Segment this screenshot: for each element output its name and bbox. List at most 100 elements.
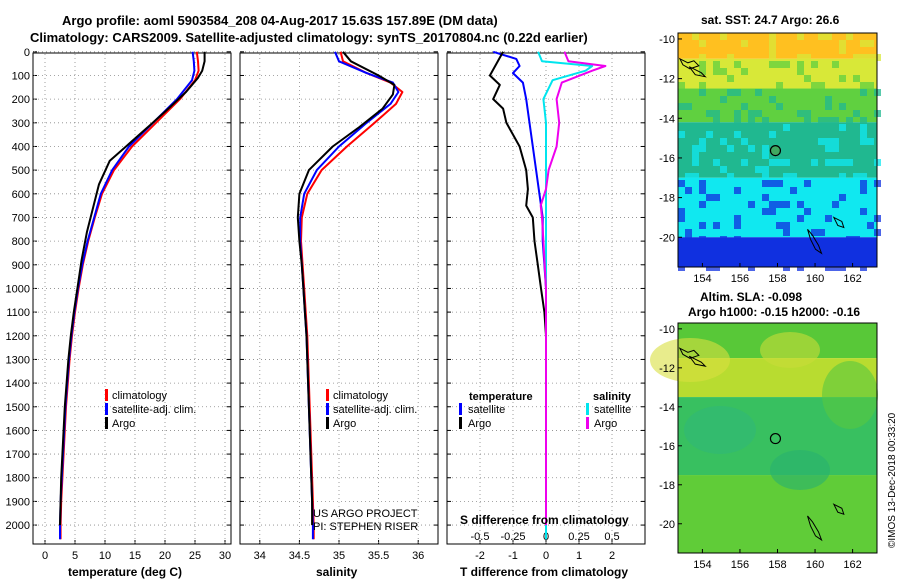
- heat-cell: [839, 124, 846, 131]
- legend-title-salinity: salinity: [593, 391, 632, 403]
- legend-swatch: [459, 403, 462, 415]
- sst-map-title: sat. SST: 24.7 Argo: 26.6: [701, 13, 840, 27]
- legend-swatch: [586, 403, 589, 415]
- heat-cell: [853, 75, 860, 82]
- heat-cell: [811, 61, 818, 68]
- heat-cell: [867, 40, 874, 47]
- coastline: [688, 355, 707, 367]
- sla-blob: [650, 338, 730, 382]
- heat-cell: [741, 138, 748, 145]
- heat-cell: [797, 215, 804, 222]
- x-tick-label: 34.5: [289, 550, 310, 562]
- heat-cell: [699, 138, 706, 145]
- map-y-tick-label: -18: [659, 193, 675, 205]
- heat-cell: [818, 138, 825, 145]
- heat-cell: [720, 138, 727, 145]
- heat-cell: [790, 187, 797, 194]
- heat-cell: [860, 180, 867, 187]
- legend-label: Argo: [594, 418, 617, 430]
- coastline: [678, 57, 700, 70]
- heat-cell: [762, 173, 769, 180]
- heat-cell: [804, 243, 811, 250]
- legend-label: satellite-adj. clim.: [112, 404, 196, 416]
- coastline: [678, 347, 700, 359]
- x-tick-label: 35.5: [368, 550, 389, 562]
- heat-cell: [846, 236, 853, 243]
- heat-cell: [797, 61, 804, 68]
- x-tick-label: 25: [189, 550, 201, 562]
- heat-cell: [727, 145, 734, 152]
- heat-cell: [804, 54, 811, 61]
- heat-cell: [839, 159, 846, 166]
- y-tick-label: 1900: [6, 496, 30, 508]
- heat-cell: [832, 250, 839, 257]
- legend-swatch: [105, 417, 108, 429]
- argo-position-marker: [769, 144, 782, 157]
- heat-cell: [692, 152, 699, 159]
- x-tick-label: 10: [99, 550, 111, 562]
- heat-cell: [860, 187, 867, 194]
- map-x-tick-label: 160: [806, 559, 824, 571]
- heat-cell: [860, 54, 867, 61]
- heat-cell: [755, 166, 762, 173]
- y-tick-label: 400: [12, 141, 30, 153]
- y-tick-label: 200: [12, 94, 30, 106]
- heat-cell: [853, 243, 860, 250]
- heat-cell: [853, 236, 860, 243]
- salinity-panel: 34 34.5 35 35.5 36 salinity climatology satel…: [239, 51, 439, 579]
- heat-cell: [797, 110, 804, 117]
- heat-cell: [797, 54, 804, 61]
- heat-cell: [734, 89, 741, 96]
- heat-cell: [685, 173, 692, 180]
- sst-map-frame: [677, 32, 878, 268]
- temperature-panel: 0100200300400500600700800900100011001200…: [6, 47, 232, 579]
- legend-label: climatology: [112, 390, 168, 402]
- heat-cell: [867, 82, 874, 89]
- map-y-tick-label: -14: [659, 402, 675, 414]
- heat-cell: [727, 54, 734, 61]
- y-tick-label: 1200: [6, 331, 30, 343]
- map-y-tick-label: -10: [659, 324, 675, 336]
- x2-tick-label: 0.5: [604, 531, 619, 543]
- y-tick-label: 1700: [6, 449, 30, 461]
- heat-cell: [706, 110, 713, 117]
- heat-cell: [783, 222, 790, 229]
- heat-cell: [825, 33, 832, 40]
- heat-cell: [769, 61, 776, 68]
- heat-cell: [776, 61, 783, 68]
- heat-cell: [825, 145, 832, 152]
- heat-cell: [713, 61, 720, 68]
- heat-cell: [846, 159, 853, 166]
- heat-cell: [846, 117, 853, 124]
- series-line-argo: [296, 51, 396, 526]
- heat-cell: [699, 201, 706, 208]
- heat-cell: [769, 131, 776, 138]
- heat-cell: [692, 159, 699, 166]
- salinity-xlabel: salinity: [316, 565, 358, 579]
- heat-cell: [685, 243, 692, 250]
- y-tick-label: 1400: [6, 378, 30, 390]
- heat-cell: [839, 173, 846, 180]
- legend-swatch: [459, 417, 462, 429]
- heat-cell: [783, 201, 790, 208]
- heat-cell: [713, 110, 720, 117]
- heat-cell: [839, 103, 846, 110]
- heat-cell: [741, 68, 748, 75]
- map-y-tick-label: -12: [659, 363, 675, 375]
- x-tick-label: 2: [609, 550, 615, 562]
- heat-cell: [860, 131, 867, 138]
- heat-cell: [720, 236, 727, 243]
- x-tick-label: 0: [543, 550, 549, 562]
- legend-swatch: [105, 403, 108, 415]
- heat-cell: [713, 194, 720, 201]
- difference-panel: -2 -1 0 1 2-0.5 -0.25 0 0.25 0.5 T difference fr…: [446, 50, 646, 579]
- heat-cell: [748, 201, 755, 208]
- heat-cell: [699, 54, 706, 61]
- heat-cell: [720, 166, 727, 173]
- heat-cell: [734, 187, 741, 194]
- heat-cell: [720, 33, 727, 40]
- heat-cell: [853, 110, 860, 117]
- heat-cell: [839, 75, 846, 82]
- legend-label: Argo: [112, 418, 135, 430]
- heat-cell: [699, 187, 706, 194]
